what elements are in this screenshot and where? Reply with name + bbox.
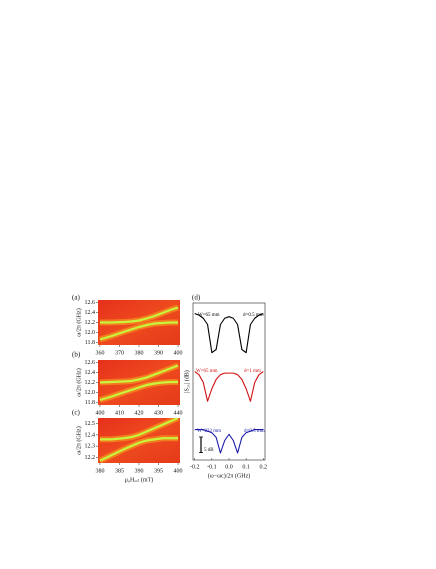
branch bbox=[99, 418, 179, 441]
y-tick-label: 12.4 bbox=[85, 432, 96, 438]
x-tick-label: 0.1 bbox=[242, 464, 250, 470]
heatmap-curves bbox=[98, 418, 180, 463]
heatmap-curves bbox=[99, 304, 179, 343]
branch bbox=[99, 364, 179, 384]
y-tick-label: 12.2 bbox=[85, 320, 96, 326]
trace-annotation: d=0.5 mm bbox=[243, 313, 264, 318]
scale-bar-label: 5 dB bbox=[204, 448, 214, 453]
y-tick-label: 12.0 bbox=[85, 330, 96, 336]
x-tick-label: 370 bbox=[115, 350, 124, 356]
x-tick-label: 380 bbox=[95, 468, 104, 474]
x-tick-label: 410 bbox=[115, 410, 124, 416]
x-tick-label: 400 bbox=[174, 350, 183, 356]
y-tick-label: 12.6 bbox=[85, 360, 96, 366]
x-tick-label: -0.1 bbox=[207, 464, 217, 470]
trace-annotation: d=1 mm bbox=[244, 369, 261, 374]
y-axis-label: ω/2π (GHz) bbox=[75, 368, 82, 396]
branch bbox=[99, 306, 179, 324]
y-tick-label: 12.2 bbox=[85, 380, 96, 386]
x-tick-label: 430 bbox=[154, 410, 163, 416]
panel-label: (c) bbox=[72, 409, 80, 417]
branch bbox=[99, 437, 179, 462]
panel-label: (a) bbox=[72, 294, 80, 302]
x-tick-label: 0.2 bbox=[260, 464, 268, 470]
y-tick-label: 12.4 bbox=[85, 310, 96, 316]
x-tick-label: 380 bbox=[135, 350, 144, 356]
trace bbox=[194, 429, 264, 454]
y-tick-label: 12.6 bbox=[85, 300, 96, 306]
x-tick-label: -0.2 bbox=[190, 464, 200, 470]
panel-label: (d) bbox=[192, 294, 201, 302]
y-tick-label: 12.4 bbox=[85, 370, 96, 376]
y-tick-label: 12.0 bbox=[85, 390, 96, 396]
plot-frame bbox=[192, 302, 266, 461]
trace-annotation: W=65 mm bbox=[198, 313, 220, 318]
x-tick-label: 360 bbox=[95, 350, 104, 356]
y-tick-label: 11.8 bbox=[85, 340, 95, 346]
x-tick-label: 0.0 bbox=[225, 464, 233, 470]
trace-annotation: W=65 mm bbox=[196, 369, 218, 374]
trace-annotation: d=0.5 mm bbox=[244, 429, 265, 434]
trace-annotation: W=232 mm bbox=[197, 429, 221, 434]
x-axis-label: (ω−ωc)/2π (GHz) bbox=[208, 472, 250, 479]
y-tick-label: 11.8 bbox=[85, 400, 95, 406]
x-axis-label: μ₀Hₑₓₜ (mT) bbox=[125, 476, 154, 483]
y-tick-label: 12.2 bbox=[85, 455, 96, 461]
y-tick-label: 12.5 bbox=[85, 421, 96, 427]
x-tick-label: 400 bbox=[174, 468, 183, 474]
x-tick-label: 420 bbox=[135, 410, 144, 416]
trace bbox=[194, 313, 264, 354]
y-axis-label: |S₂₁| (dB) bbox=[183, 370, 190, 392]
trace bbox=[194, 371, 264, 402]
x-tick-label: 390 bbox=[135, 468, 144, 474]
y-axis-label: ω/2π (GHz) bbox=[75, 426, 82, 454]
x-tick-label: 390 bbox=[154, 350, 163, 356]
panel-label: (b) bbox=[72, 351, 81, 359]
x-tick-label: 395 bbox=[154, 468, 163, 474]
x-tick-label: 385 bbox=[115, 468, 124, 474]
branch bbox=[99, 321, 179, 341]
y-tick-label: 12.3 bbox=[85, 444, 96, 450]
x-tick-label: 440 bbox=[174, 410, 183, 416]
x-tick-label: 400 bbox=[95, 410, 104, 416]
branch bbox=[99, 380, 179, 402]
heatmap-curves bbox=[99, 362, 180, 403]
y-axis-label: ω/2π (GHz) bbox=[75, 308, 82, 336]
